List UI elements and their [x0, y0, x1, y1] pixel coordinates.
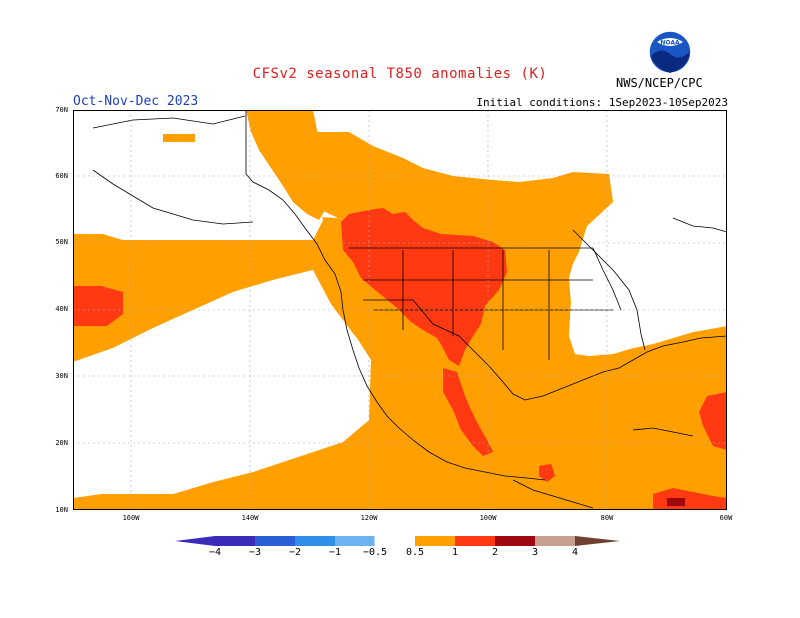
colorbar-segment-8 [495, 536, 535, 546]
lon-label-80w: 80W [600, 514, 614, 522]
lat-label-50n: 50N [55, 238, 68, 246]
white-central-pacific [73, 270, 369, 498]
logo-text: NOAA [660, 40, 680, 47]
caribbean-islands [632, 427, 694, 437]
colorbar [175, 535, 620, 547]
east-coast [572, 229, 646, 351]
state-line-1 [592, 247, 622, 311]
anomaly-region-0-5-to-1-coastal [163, 110, 613, 256]
colorbar-segment-3 [295, 536, 335, 546]
colorbar-label: −0.5 [362, 547, 388, 558]
us-mexico-border [363, 299, 490, 367]
lon-label-120w: 120W [360, 514, 378, 522]
colorbar-label: 2 [491, 547, 499, 558]
red-central-america [539, 464, 555, 482]
lon-label-140w: 140W [241, 514, 259, 522]
season-label: Oct-Nov-Dec 2023 [73, 94, 199, 109]
lat-label-20n: 20N [55, 439, 68, 447]
lat-label-30n: 30N [55, 372, 68, 380]
colorbar-label: 3 [531, 547, 539, 558]
colorbar-label: 4 [571, 547, 579, 558]
aleutian-arc [92, 169, 254, 225]
west-coast [245, 110, 546, 481]
colorbar-right-arrow [575, 536, 620, 546]
colorbar-label: −2 [288, 547, 302, 558]
graticule [73, 110, 727, 510]
colorbar-left-arrow [175, 536, 215, 546]
colorbar-label: 1 [451, 547, 459, 558]
red-mexico-west-coast [443, 368, 493, 456]
colorbar-segment-2 [255, 536, 295, 546]
noaa-logo: NOAA [648, 30, 692, 74]
red-rockies-plains [341, 208, 507, 366]
lat-label-10n: 10N [55, 506, 68, 514]
colorbar-segment-1 [215, 536, 255, 546]
colorbar-label: −1 [328, 547, 342, 558]
lon-label-60w: 60W [719, 514, 733, 522]
colorbar-label: −3 [248, 547, 262, 558]
lon-label-160w: 160W [122, 514, 140, 522]
orange-canada-interior [277, 132, 613, 256]
gulf-coast [488, 335, 727, 401]
colorbar-label: 0.5 [405, 547, 425, 558]
northeast-coast [672, 217, 727, 233]
colorbar-label: −4 [208, 547, 222, 558]
lon-label-100w: 100W [479, 514, 497, 522]
anomaly-map [73, 110, 727, 510]
colorbar-segment-6 [415, 536, 455, 546]
red-atlantic-east [699, 392, 727, 450]
initial-conditions: Initial conditions: 1Sep2023-10Sep2023 [476, 96, 728, 109]
lat-label-40n: 40N [55, 305, 68, 313]
map-frame [73, 110, 727, 510]
orange-north-pacific [73, 234, 313, 362]
red-pacific-west [73, 286, 123, 326]
anomaly-region-1-to-2 [73, 208, 727, 510]
darkred-patch-south [667, 498, 685, 506]
map-title: CFSv2 seasonal T850 anomalies (K) [252, 66, 548, 82]
central-america-coast [512, 479, 594, 509]
colorbar-segment-9 [535, 536, 575, 546]
agency-label: NWS/NCEP/CPC [616, 76, 703, 90]
lat-label-70n: 70N [55, 106, 68, 114]
lat-label-60n: 60N [55, 172, 68, 180]
alaska-north-coast [92, 115, 246, 129]
anomaly-region-2-to-3 [667, 498, 685, 506]
colorbar-segment-5 [374, 535, 416, 547]
colorbar-segment-7 [455, 536, 495, 546]
colorbar-segment-4 [335, 536, 375, 546]
